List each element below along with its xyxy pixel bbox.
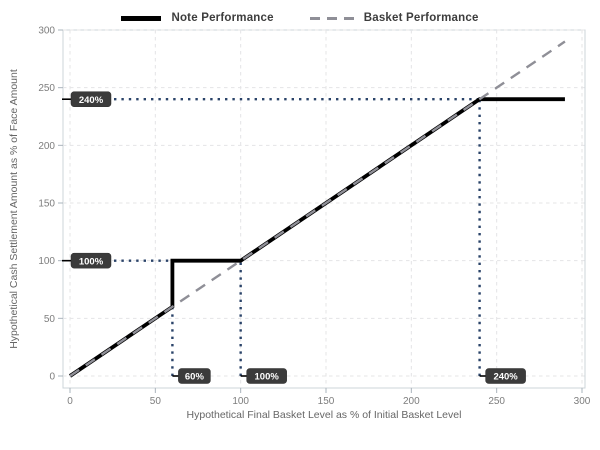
badge-x-60% — [178, 368, 211, 384]
x-tick-label: 0 — [67, 396, 73, 407]
note-performance-line — [68, 97, 565, 378]
x-tick-label: 250 — [488, 396, 505, 407]
y-tick-label: 300 — [38, 26, 55, 37]
chart-plot-area: 0 50 100 150 200 250 300 0 50 100 150 200 250 300 240%… — [38, 26, 590, 408]
badge-label: 100% — [255, 372, 280, 383]
badge-label: 240% — [79, 95, 104, 106]
legend-label-basket: Basket Performance — [363, 12, 479, 24]
y-tick-label: 50 — [44, 314, 56, 325]
y-tick-label: 0 — [49, 372, 55, 383]
badge-label: 100% — [79, 256, 104, 267]
badge-label: 240% — [493, 372, 518, 383]
y-axis-title: Hypothetical Cash Settlement Amount as %… — [8, 69, 20, 349]
x-tick-label: 150 — [318, 396, 335, 407]
y-tick-label: 150 — [38, 199, 55, 210]
y-tick-label: 100 — [38, 256, 55, 267]
panel-border — [62, 29, 586, 389]
chart-legend: Note Performance Basket Performance — [0, 6, 600, 30]
x-tick-label: 100 — [232, 396, 249, 407]
legend-label-note: Note Performance — [171, 12, 274, 24]
x-tick-label: 200 — [403, 396, 420, 407]
basket-performance-line — [69, 40, 566, 377]
badge-y-100% — [70, 252, 112, 269]
x-axis-title: Hypothetical Final Basket Level as % of … — [187, 409, 462, 421]
y-tick-label: 250 — [38, 83, 55, 94]
badge-x-240% — [485, 368, 526, 384]
y-tick-label: 200 — [38, 141, 55, 152]
x-tick-label: 300 — [574, 396, 591, 407]
x-tick-label: 50 — [150, 396, 162, 407]
basket-line-key-icon — [309, 16, 354, 20]
badge-y-240% — [70, 91, 112, 107]
legend-item-basket: Basket Performance — [309, 12, 479, 24]
note-line-key-icon — [121, 15, 162, 21]
badge-x-100% — [246, 368, 287, 384]
legend-item-note: Note Performance — [121, 12, 274, 24]
badge-label: 60% — [185, 372, 205, 383]
